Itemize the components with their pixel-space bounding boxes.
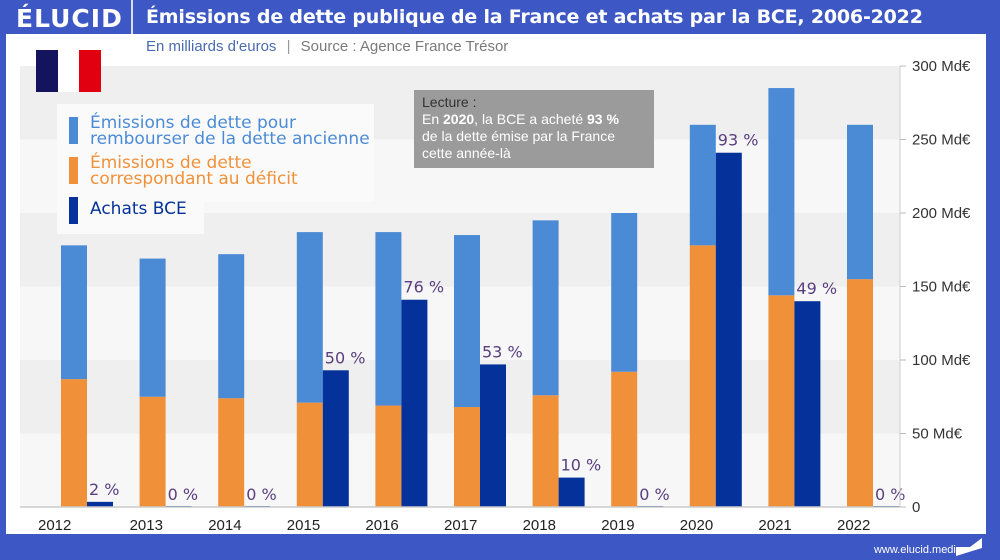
bar-refinancing [139,258,166,397]
subtitle: En milliards d'euros | Source : Agence F… [146,38,508,55]
bar-bce [401,299,428,507]
elucid-mark-icon [956,538,982,556]
annotation-title: Lecture : [422,94,477,110]
bars [61,88,899,508]
legend-label-line1: Émissions de dette pour [90,113,296,133]
legend-background-2 [57,196,204,234]
x-tick-label: 2016 [365,517,398,534]
legend-item-bce: Achats BCE [69,195,187,224]
bce-pct-label: 76 % [403,278,444,297]
bar-deficit [218,398,245,507]
x-tick-label: 2017 [444,517,477,534]
chart-title: Émissions de dette publique de la France… [146,6,923,28]
bar-deficit [689,245,716,507]
unit-label: En milliards d'euros [146,38,277,55]
bar-bce [794,301,821,507]
bar-deficit [296,402,323,507]
legend-label: Achats BCE [90,199,187,219]
bce-pct-label: 0 % [639,485,669,504]
bar-refinancing [847,124,873,280]
bar-bce [87,501,113,507]
bce-pct-label: 10 % [561,456,602,475]
x-tick-label: 2013 [130,517,163,534]
bce-pct-label: 2 % [89,480,119,499]
bar-refinancing [218,254,245,399]
bce-pct-label: 50 % [325,348,366,367]
legend-label-line2: correspondant au déficit [90,169,298,189]
bar-refinancing [689,124,716,246]
bar-refinancing [296,232,323,403]
bar-deficit [454,407,480,507]
france-flag-icon [36,50,102,92]
flag-white-stripe [57,50,80,92]
x-tick-label: 2018 [523,517,556,534]
bar-bce [715,152,742,508]
legend-item-refinancing: Émissions de dette pour rembourser de la… [69,113,370,149]
source-label: Source : Agence France Trésor [300,38,509,55]
legend-label-line2: rembourser de la dette ancienne [90,129,370,149]
flag-red-stripe [79,50,102,92]
annotation-line2: En 2020, la BCE a acheté 93 % [422,111,646,128]
x-tick-label: 2022 [837,517,870,534]
bce-pct-label: 53 % [482,342,523,361]
x-tick-label: 2012 [38,517,71,534]
y-tick-label: 150 Md€ [912,279,971,296]
bar-deficit [139,396,166,507]
y-tick-label: 300 Md€ [912,58,971,75]
bar-bce [480,364,506,507]
bar-deficit [847,279,873,507]
legend-swatch-refinancing [69,117,78,144]
annotation-box: Lecture : En 2020, la BCE a acheté 93 % … [414,90,654,168]
bce-pct-label: 0 % [246,485,276,504]
x-tick-label: 2020 [680,517,713,534]
bar-refinancing [611,213,638,372]
bce-pct-label: 49 % [796,279,837,298]
annotation-prefix: En [422,111,444,127]
annotation-line4: cette année-là [422,145,511,161]
y-tick-label: 0 [912,499,920,516]
annotation-middle: , la BCE a acheté [474,111,588,127]
legend-item-deficit: Émissions de dette correspondant au défi… [69,153,298,189]
bar-refinancing [532,220,559,396]
bar-refinancing [768,88,795,296]
legend-swatch-deficit [69,157,78,184]
bce-pct-label: 0 % [875,485,905,504]
bar-refinancing [61,245,87,380]
x-tick-label: 2019 [601,517,634,534]
bar-bce [322,370,349,507]
legend-background [57,104,374,202]
y-tick-label: 50 Md€ [912,426,963,443]
footer-url[interactable]: www.elucid.media [873,544,962,556]
legend-swatch-bce [69,197,78,224]
x-axis: 2012 2013 2014 2015 2016 2017 2018 2019 2020 2021… [20,506,900,534]
y-axis: 0 50 Md€ 100 Md€ 150 Md€ 200 Md€ 250 Md€ 300 M… [899,58,971,516]
y-tick-label: 100 Md€ [912,352,971,369]
bar-deficit [532,395,559,507]
x-tick-label: 2015 [287,517,320,534]
subtitle-separator: | [286,38,291,55]
y-tick-label: 200 Md€ [912,205,971,222]
bar-deficit [375,405,402,507]
bar-bce [558,477,585,507]
y-tick-label: 250 Md€ [912,132,971,149]
annotation-year: 2020 [443,111,475,127]
elucid-logo: ÉLUCID [16,4,123,33]
bar-refinancing [375,232,402,406]
annotation-pct: 93 % [587,111,619,127]
header-divider [131,0,133,34]
legend-label-line1: Émissions de dette [90,153,252,173]
bar-deficit [768,295,795,507]
x-tick-label: 2014 [208,517,241,534]
bar-deficit [61,379,87,507]
data-labels: 2 % 0 % 0 % 50 % 76 % 53 % 10 % 0 % 93 % 49 % 0 % [89,131,905,504]
flag-blue-stripe [36,50,58,92]
x-tick-label: 2021 [758,517,791,534]
bce-pct-label: 0 % [168,485,198,504]
bce-pct-label: 93 % [718,131,759,150]
bar-deficit [611,371,638,507]
annotation-line3: de la dette émise par la France [422,128,615,144]
bar-refinancing [454,235,480,408]
